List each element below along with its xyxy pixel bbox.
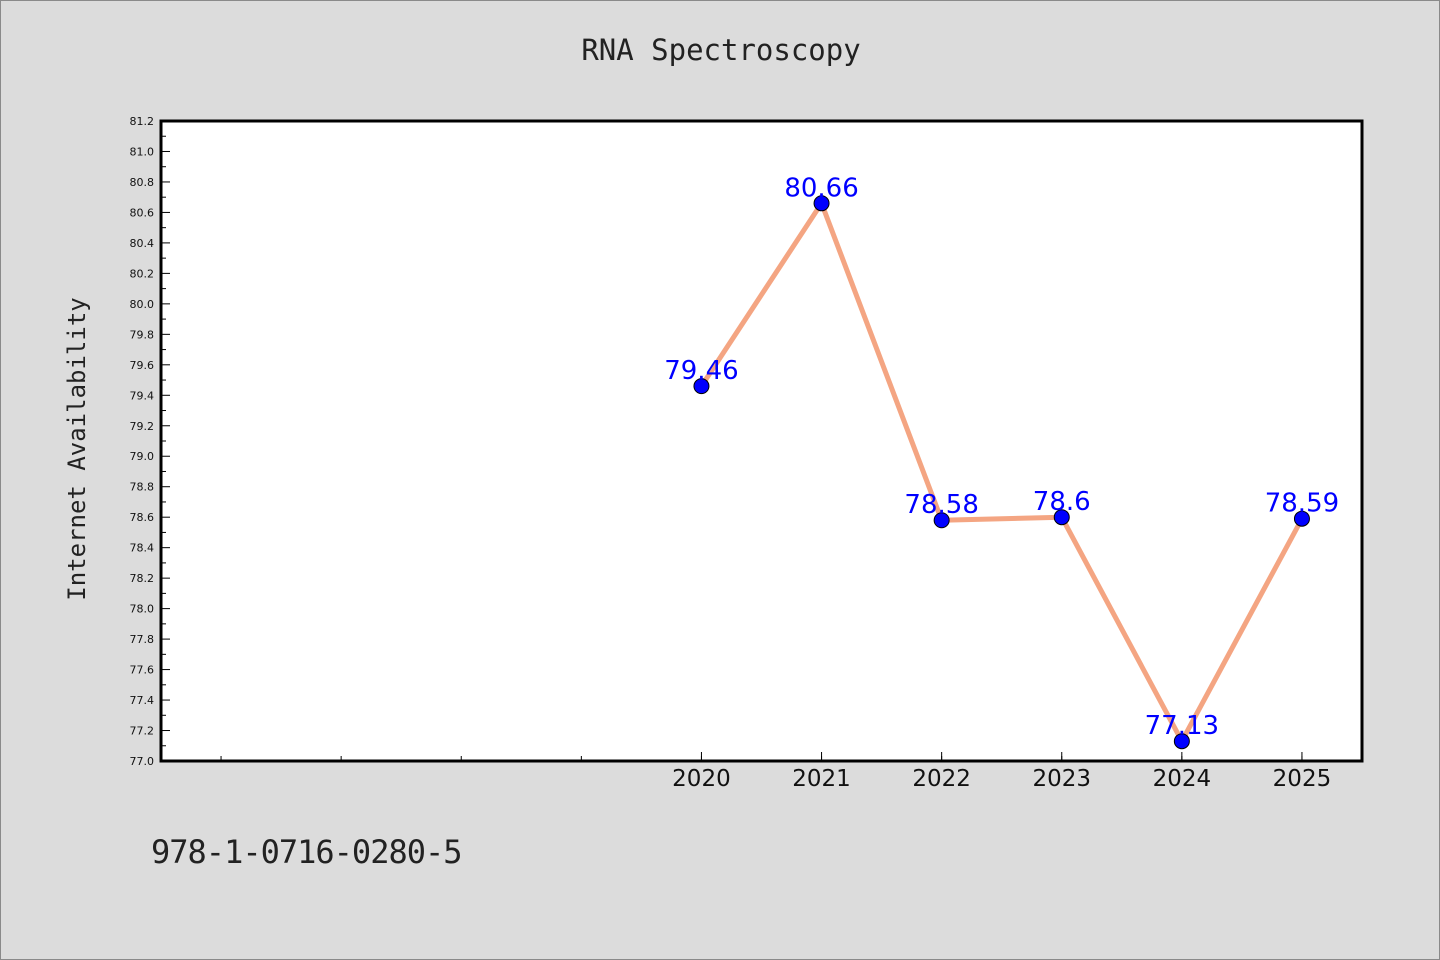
x-tick-label: 2023 — [1032, 766, 1091, 792]
data-point — [1293, 510, 1310, 527]
y-tick-label: 77.8 — [130, 633, 155, 646]
y-tick-label: 79.6 — [130, 359, 155, 372]
data-label: 80.66 — [784, 173, 858, 203]
data-point — [1053, 509, 1070, 526]
data-label: 78.59 — [1265, 489, 1339, 519]
y-tick-label: 81.0 — [130, 145, 155, 158]
y-tick-label: 80.0 — [130, 298, 155, 311]
y-tick-label: 80.6 — [130, 206, 155, 219]
x-tick-label: 2022 — [912, 766, 971, 792]
y-tick-label: 78.4 — [130, 542, 155, 555]
plot-frame — [159, 119, 1364, 763]
data-point — [933, 512, 950, 529]
data-label: 78.58 — [904, 490, 978, 520]
y-tick-label: 78.8 — [130, 481, 155, 494]
data-label: 77.13 — [1145, 711, 1219, 741]
x-tick-label: 2021 — [792, 766, 851, 792]
data-point — [813, 195, 830, 212]
isbn-text: 978-1-0716-0280-5 — [151, 833, 463, 871]
y-axis: 77.0 77.2 77.4 77.6 77.8 78.0 78.2 78.4 78.6 78.8… — [130, 115, 170, 768]
x-tick-label: 2024 — [1153, 766, 1212, 792]
y-tick-label: 77.6 — [130, 664, 155, 677]
y-tick-label: 78.6 — [130, 511, 155, 524]
series-layer — [693, 195, 1310, 750]
x-tick-label: 2025 — [1273, 766, 1332, 792]
y-tick-label: 79.0 — [130, 450, 155, 463]
data-point — [693, 378, 710, 395]
y-tick-label: 80.4 — [130, 237, 155, 250]
y-tick-label: 78.0 — [130, 603, 155, 616]
series-line — [698, 200, 1305, 744]
y-tick-label: 81.2 — [130, 115, 155, 128]
data-label: 79.46 — [664, 356, 738, 386]
plot-area — [161, 121, 1362, 761]
y-tick-label: 77.4 — [130, 694, 155, 707]
y-tick-label: 78.2 — [130, 572, 155, 585]
y-tick-label: 79.2 — [130, 420, 155, 433]
y-tick-label: 80.2 — [130, 267, 155, 280]
data-labels: 79.46 80.66 78.58 78.6 77.13 78.59 — [664, 173, 1339, 741]
data-label: 78.6 — [1033, 487, 1091, 517]
x-tick-label: 2020 — [672, 766, 731, 792]
y-axis-label: Internet Availability — [63, 297, 91, 600]
chart-title: RNA Spectroscopy — [581, 33, 861, 67]
x-axis: 2020 2021 2022 2023 2024 2025 — [220, 752, 1332, 792]
y-tick-label: 77.2 — [130, 725, 155, 738]
y-tick-label: 77.0 — [130, 755, 155, 768]
y-tick-label: 79.8 — [130, 328, 155, 341]
y-tick-label: 79.4 — [130, 389, 155, 402]
y-tick-label: 80.8 — [130, 176, 155, 189]
data-point — [1173, 733, 1190, 750]
